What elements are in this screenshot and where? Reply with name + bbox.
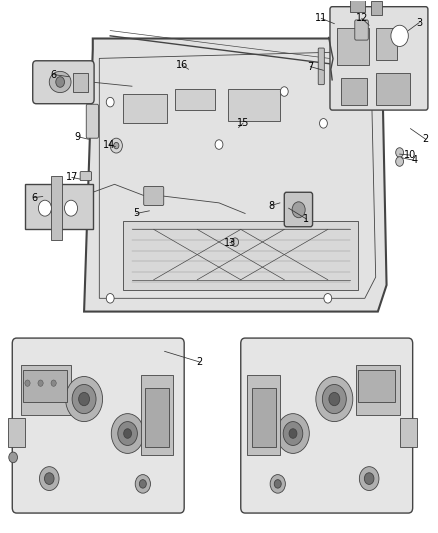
FancyBboxPatch shape [330,7,428,110]
Bar [23,370,67,402]
Bar [25,184,93,229]
Bar [141,375,173,455]
Ellipse shape [391,25,408,46]
Ellipse shape [277,414,309,454]
Ellipse shape [359,467,379,490]
Ellipse shape [9,452,18,463]
Ellipse shape [396,157,403,166]
Ellipse shape [215,140,223,149]
Ellipse shape [66,376,102,422]
Ellipse shape [364,473,374,484]
Text: 2: 2 [196,357,202,367]
Text: 11: 11 [315,13,327,23]
Ellipse shape [270,474,286,493]
Bar [358,370,395,402]
Bar [73,73,88,92]
Bar [176,89,215,110]
Ellipse shape [38,380,43,386]
Ellipse shape [329,392,340,406]
Ellipse shape [72,384,96,414]
Ellipse shape [51,380,56,386]
Bar [399,418,417,447]
Polygon shape [84,38,387,312]
Bar [123,94,167,123]
Ellipse shape [283,422,303,446]
Ellipse shape [139,480,146,488]
Bar [123,221,358,290]
Ellipse shape [45,473,54,484]
FancyBboxPatch shape [355,20,368,40]
Ellipse shape [64,200,78,216]
Bar [350,0,365,12]
Text: 10: 10 [404,150,417,160]
FancyBboxPatch shape [12,338,184,513]
Text: 14: 14 [103,140,116,150]
FancyBboxPatch shape [318,48,324,85]
FancyBboxPatch shape [86,104,99,138]
Bar [356,365,399,415]
Text: 12: 12 [356,13,368,23]
Ellipse shape [118,422,138,446]
Bar [376,73,410,105]
Bar [228,89,280,120]
Ellipse shape [274,480,281,488]
Ellipse shape [292,202,305,217]
Text: 16: 16 [176,60,188,70]
Ellipse shape [114,142,119,149]
FancyBboxPatch shape [241,338,413,513]
FancyBboxPatch shape [33,61,94,104]
Ellipse shape [232,238,239,246]
FancyBboxPatch shape [80,172,92,181]
Bar [371,2,382,14]
Ellipse shape [289,429,297,438]
Text: 17: 17 [66,172,78,182]
Bar [376,28,397,60]
Ellipse shape [106,98,114,107]
Text: 6: 6 [31,192,37,203]
Text: 6: 6 [50,70,57,79]
Ellipse shape [39,467,59,490]
Bar [247,375,280,455]
Ellipse shape [111,414,144,454]
Ellipse shape [56,77,64,87]
Ellipse shape [324,294,332,303]
Ellipse shape [322,384,346,414]
Bar [145,389,169,447]
FancyBboxPatch shape [284,192,313,227]
Bar [252,389,276,447]
Text: 9: 9 [74,132,81,142]
Ellipse shape [124,429,131,438]
Ellipse shape [316,376,353,422]
Bar [336,28,369,65]
Ellipse shape [39,200,51,216]
Ellipse shape [396,148,403,157]
Bar [21,365,71,415]
Text: 13: 13 [224,238,236,248]
Text: 15: 15 [237,118,249,128]
Ellipse shape [49,71,71,93]
Ellipse shape [280,87,288,96]
Text: 1: 1 [303,214,309,224]
Text: 5: 5 [133,208,139,219]
Bar [341,78,367,105]
Ellipse shape [79,392,89,406]
FancyBboxPatch shape [144,187,164,206]
Ellipse shape [25,380,30,386]
Ellipse shape [135,474,150,493]
Text: 2: 2 [423,134,429,144]
Bar [51,176,62,240]
Text: 8: 8 [268,200,274,211]
Text: 7: 7 [307,62,314,71]
Text: 4: 4 [412,156,418,165]
Ellipse shape [110,138,122,153]
Ellipse shape [320,118,327,128]
Text: 3: 3 [416,18,422,28]
Bar [8,418,25,447]
Ellipse shape [106,294,114,303]
